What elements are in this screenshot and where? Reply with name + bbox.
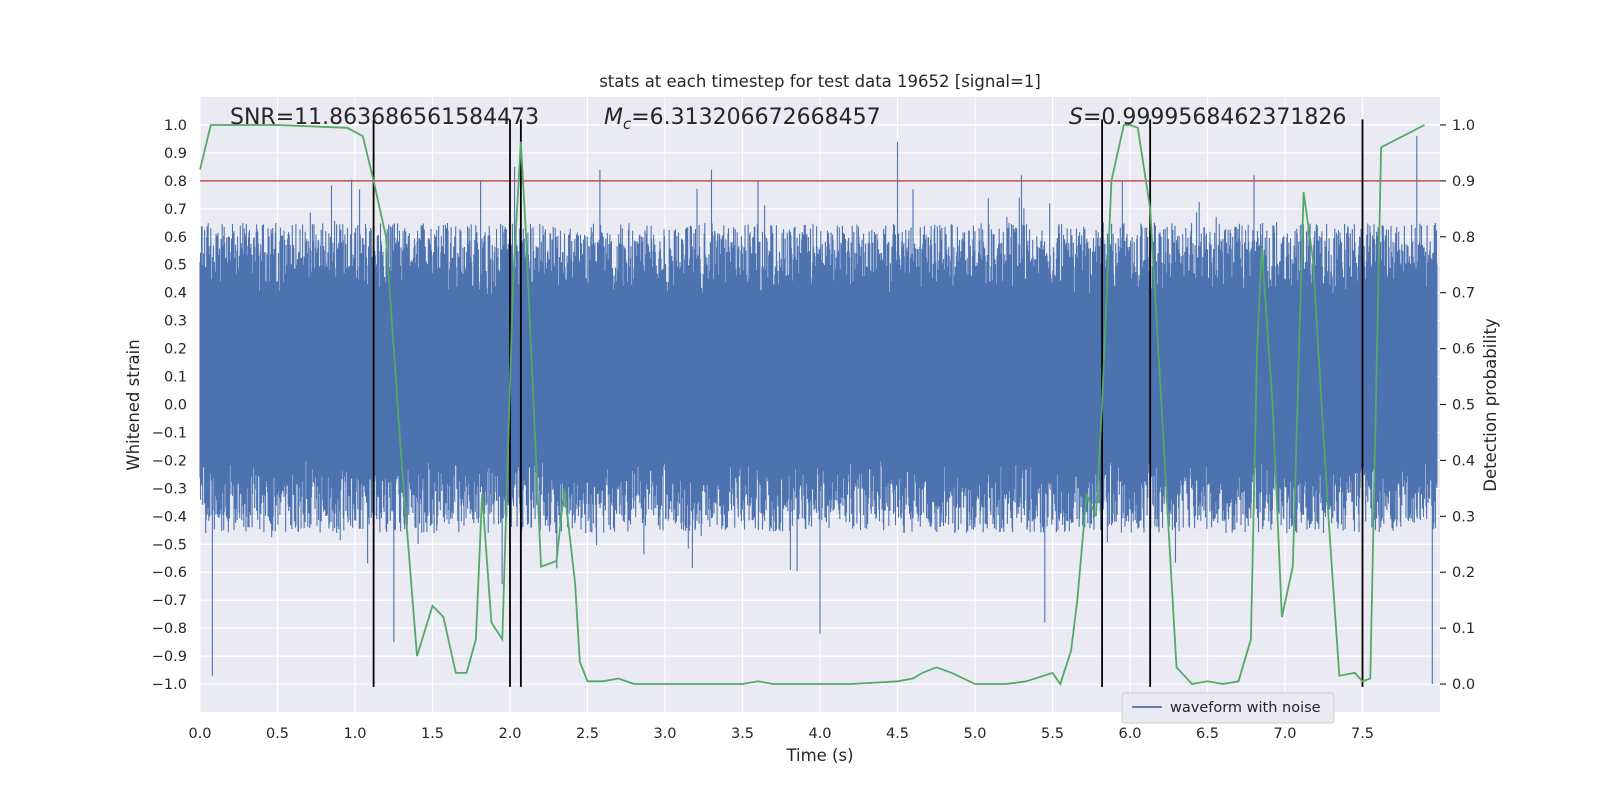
y-tick-label-7: 0.3 [164, 314, 187, 330]
y-tick-label-0: 1.0 [164, 118, 187, 134]
y-tick-label-1: 0.9 [164, 146, 187, 162]
y-tick-label-8: 0.2 [164, 342, 187, 358]
y-tick-label-13: −0.3 [152, 481, 187, 497]
y-tick-label-9: 0.1 [164, 370, 187, 386]
s-symbol: S [1069, 105, 1083, 130]
x-tick-label-10: 5.0 [963, 726, 986, 742]
y2-tick-label-2: 0.8 [1452, 230, 1475, 246]
y-tick-label-19: −0.9 [152, 649, 187, 665]
x-tick-label-5: 2.5 [576, 726, 599, 742]
x-tick-label-14: 7.0 [1273, 726, 1296, 742]
legend-label: waveform with noise [1170, 700, 1321, 716]
chirp-mass-value: =6.313206672668457 [631, 105, 880, 130]
y2-tick-label-8: 0.2 [1452, 565, 1475, 581]
x-tick-label-1: 0.5 [266, 726, 289, 742]
y-tick-label-20: −1.0 [152, 677, 187, 693]
y-tick-label-12: −0.2 [152, 453, 187, 469]
x-tick-label-6: 3.0 [653, 726, 676, 742]
snr-annotation: SNR=11.863686561584473 [230, 105, 539, 130]
x-tick-label-3: 1.5 [421, 726, 444, 742]
y-tick-label-17: −0.7 [152, 593, 187, 609]
x-axis-label: Time (s) [785, 746, 853, 765]
vertical-markers [372, 119, 1364, 687]
x-axis-ticks: 0.0 0.5 1.0 1.5 2.0 2.5 3.0 3.5 4.0 4.5 5.0 5.5 6.0 6… [188, 726, 1374, 742]
legend: waveform with noise [1121, 692, 1335, 724]
y-tick-label-10: 0.0 [164, 398, 187, 414]
y-tick-label-15: −0.5 [152, 537, 187, 553]
waveform-band [200, 295, 1437, 461]
x-tick-label-11: 5.5 [1041, 726, 1064, 742]
x-tick-label-7: 3.5 [731, 726, 754, 742]
y-tick-label-4: 0.6 [164, 230, 187, 246]
y2-axis-ticks: 1.0 0.9 0.8 0.7 0.6 0.5 0.4 0.3 0.2 0.1 0.0 [1440, 118, 1475, 693]
y2-tick-label-1: 0.9 [1452, 174, 1475, 190]
y-tick-label-18: −0.8 [152, 621, 187, 637]
x-tick-label-4: 2.0 [498, 726, 521, 742]
y-tick-label-14: −0.4 [152, 509, 187, 525]
x-tick-label-15: 7.5 [1351, 726, 1374, 742]
chirp-mass-subscript: c [623, 115, 632, 133]
x-tick-label-13: 6.5 [1196, 726, 1219, 742]
s-value: =0.9999568462371826 [1083, 105, 1346, 130]
probability-line [199, 124, 1425, 686]
s-annotation: S=0.9999568462371826 [1069, 105, 1346, 130]
y-tick-label-6: 0.4 [164, 286, 187, 302]
y2-tick-label-4: 0.6 [1452, 342, 1475, 358]
y2-axis-label: Detection probability [1481, 318, 1500, 492]
x-tick-label-9: 4.5 [886, 726, 909, 742]
x-tick-label-0: 0.0 [188, 726, 211, 742]
y2-tick-label-7: 0.3 [1452, 509, 1475, 525]
y2-tick-label-9: 0.1 [1452, 621, 1475, 637]
y2-tick-label-10: 0.0 [1452, 677, 1475, 693]
y2-tick-label-5: 0.5 [1452, 398, 1475, 414]
y2-tick-label-0: 1.0 [1452, 118, 1475, 134]
chart-title: stats at each timestep for test data 196… [599, 72, 1041, 91]
y-tick-label-3: 0.7 [164, 202, 187, 218]
chirp-mass-annotation: Mc=6.313206672668457 [604, 105, 881, 133]
x-tick-label-2: 1.0 [343, 726, 366, 742]
y-axis-ticks: 1.0 0.9 0.8 0.7 0.6 0.5 0.4 0.3 0.2 0.1 0.0 −0.1 −0.… [152, 118, 187, 693]
y-axis-label: Whitened strain [124, 339, 143, 470]
y2-tick-label-3: 0.7 [1452, 286, 1475, 302]
legend-box [1121, 692, 1335, 724]
y-tick-label-16: −0.6 [152, 565, 187, 581]
x-tick-label-8: 4.0 [808, 726, 831, 742]
chirp-mass-symbol: M [604, 105, 623, 130]
y-tick-label-5: 0.5 [164, 258, 187, 274]
y-tick-label-2: 0.8 [164, 174, 187, 190]
waveform-series [199, 136, 1438, 684]
probability-series [199, 124, 1425, 686]
x-tick-label-12: 6.0 [1118, 726, 1141, 742]
y-tick-label-11: −0.1 [152, 425, 187, 441]
y2-tick-label-6: 0.4 [1452, 453, 1475, 469]
